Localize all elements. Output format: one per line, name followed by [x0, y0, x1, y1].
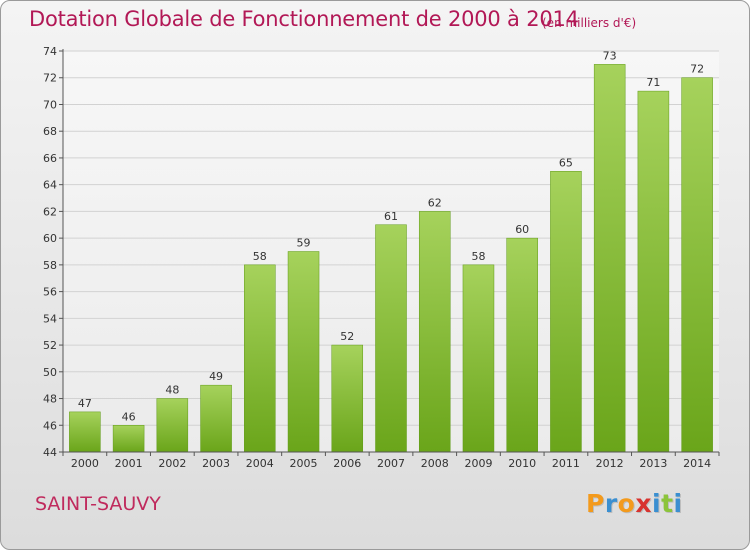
- x-tick-label: 2006: [333, 457, 361, 470]
- bar-2013: [637, 90, 670, 453]
- x-tick-label: 2014: [683, 457, 711, 470]
- x-tick-label: 2008: [421, 457, 449, 470]
- bar-value-label: 58: [253, 250, 267, 263]
- bar-2002: [156, 398, 189, 453]
- bar-value-label: 61: [384, 210, 398, 223]
- y-tick-label: 72: [43, 72, 57, 85]
- x-tick-label: 2004: [246, 457, 274, 470]
- bar-2006: [331, 344, 364, 453]
- x-tick-label: 2009: [464, 457, 492, 470]
- chart-subtitle: (en milliers d'€): [542, 16, 637, 30]
- bar-value-label: 47: [78, 397, 92, 410]
- bar-value-label: 52: [340, 330, 354, 343]
- bar-value-label: 62: [428, 196, 442, 209]
- logo-letter: r: [604, 489, 618, 518]
- y-tick-label: 46: [43, 419, 57, 432]
- proxiti-logo: Proxiti: [586, 489, 683, 518]
- y-tick-label: 66: [43, 152, 57, 165]
- bar-value-label: 58: [471, 250, 485, 263]
- x-tick-label: 2001: [115, 457, 143, 470]
- bar-2001: [112, 425, 145, 453]
- bar-2009: [462, 264, 495, 453]
- y-tick-label: 50: [43, 366, 57, 379]
- y-tick-label: 54: [43, 312, 57, 325]
- y-tick-label: 60: [43, 232, 57, 245]
- logo-letter: i: [652, 489, 662, 518]
- bar-value-label: 46: [122, 410, 136, 423]
- y-tick-label: 70: [43, 98, 57, 111]
- x-tick-label: 2011: [552, 457, 580, 470]
- x-tick-label: 2002: [158, 457, 186, 470]
- y-tick-label: 56: [43, 286, 57, 299]
- bar-2008: [418, 211, 451, 453]
- commune-name: SAINT-SAUVY: [35, 493, 161, 515]
- bar-2014: [681, 77, 713, 453]
- bar-value-label: 59: [297, 237, 311, 250]
- x-tick-label: 2007: [377, 457, 405, 470]
- logo-letter: t: [661, 489, 674, 518]
- x-tick-label: 2000: [71, 457, 99, 470]
- x-tick-label: 2012: [596, 457, 624, 470]
- bar-value-label: 65: [559, 156, 573, 169]
- bar-2011: [550, 171, 582, 453]
- bar-2007: [375, 224, 407, 453]
- bar-value-label: 60: [515, 223, 529, 236]
- x-tick-label: 2013: [639, 457, 667, 470]
- y-tick-label: 74: [43, 45, 57, 58]
- bar-2004: [244, 264, 276, 453]
- bar-2003: [200, 384, 232, 453]
- logo-letter: i: [673, 489, 683, 518]
- x-tick-label: 2003: [202, 457, 230, 470]
- bar-value-label: 71: [646, 76, 660, 89]
- bar-2010: [506, 237, 538, 453]
- y-tick-label: 58: [43, 259, 57, 272]
- bar-2000: [69, 411, 101, 453]
- bar-value-label: 73: [603, 49, 617, 62]
- logo-letter: P: [586, 489, 605, 518]
- y-tick-label: 68: [43, 125, 57, 138]
- bar-value-label: 49: [209, 370, 223, 383]
- y-tick-label: 44: [43, 446, 57, 459]
- logo-letter: x: [635, 489, 652, 518]
- y-tick-label: 52: [43, 339, 57, 352]
- y-tick-label: 48: [43, 393, 57, 406]
- bar-2005: [287, 251, 320, 453]
- y-tick-label: 64: [43, 179, 57, 192]
- chart-title: Dotation Globale de Fonctionnement de 20…: [29, 7, 579, 31]
- logo-letter: o: [617, 489, 636, 518]
- y-tick-label: 62: [43, 205, 57, 218]
- bar-2012: [593, 64, 626, 453]
- bar-value-label: 48: [165, 384, 179, 397]
- x-tick-label: 2010: [508, 457, 536, 470]
- x-tick-label: 2005: [290, 457, 318, 470]
- bar-value-label: 72: [690, 63, 704, 76]
